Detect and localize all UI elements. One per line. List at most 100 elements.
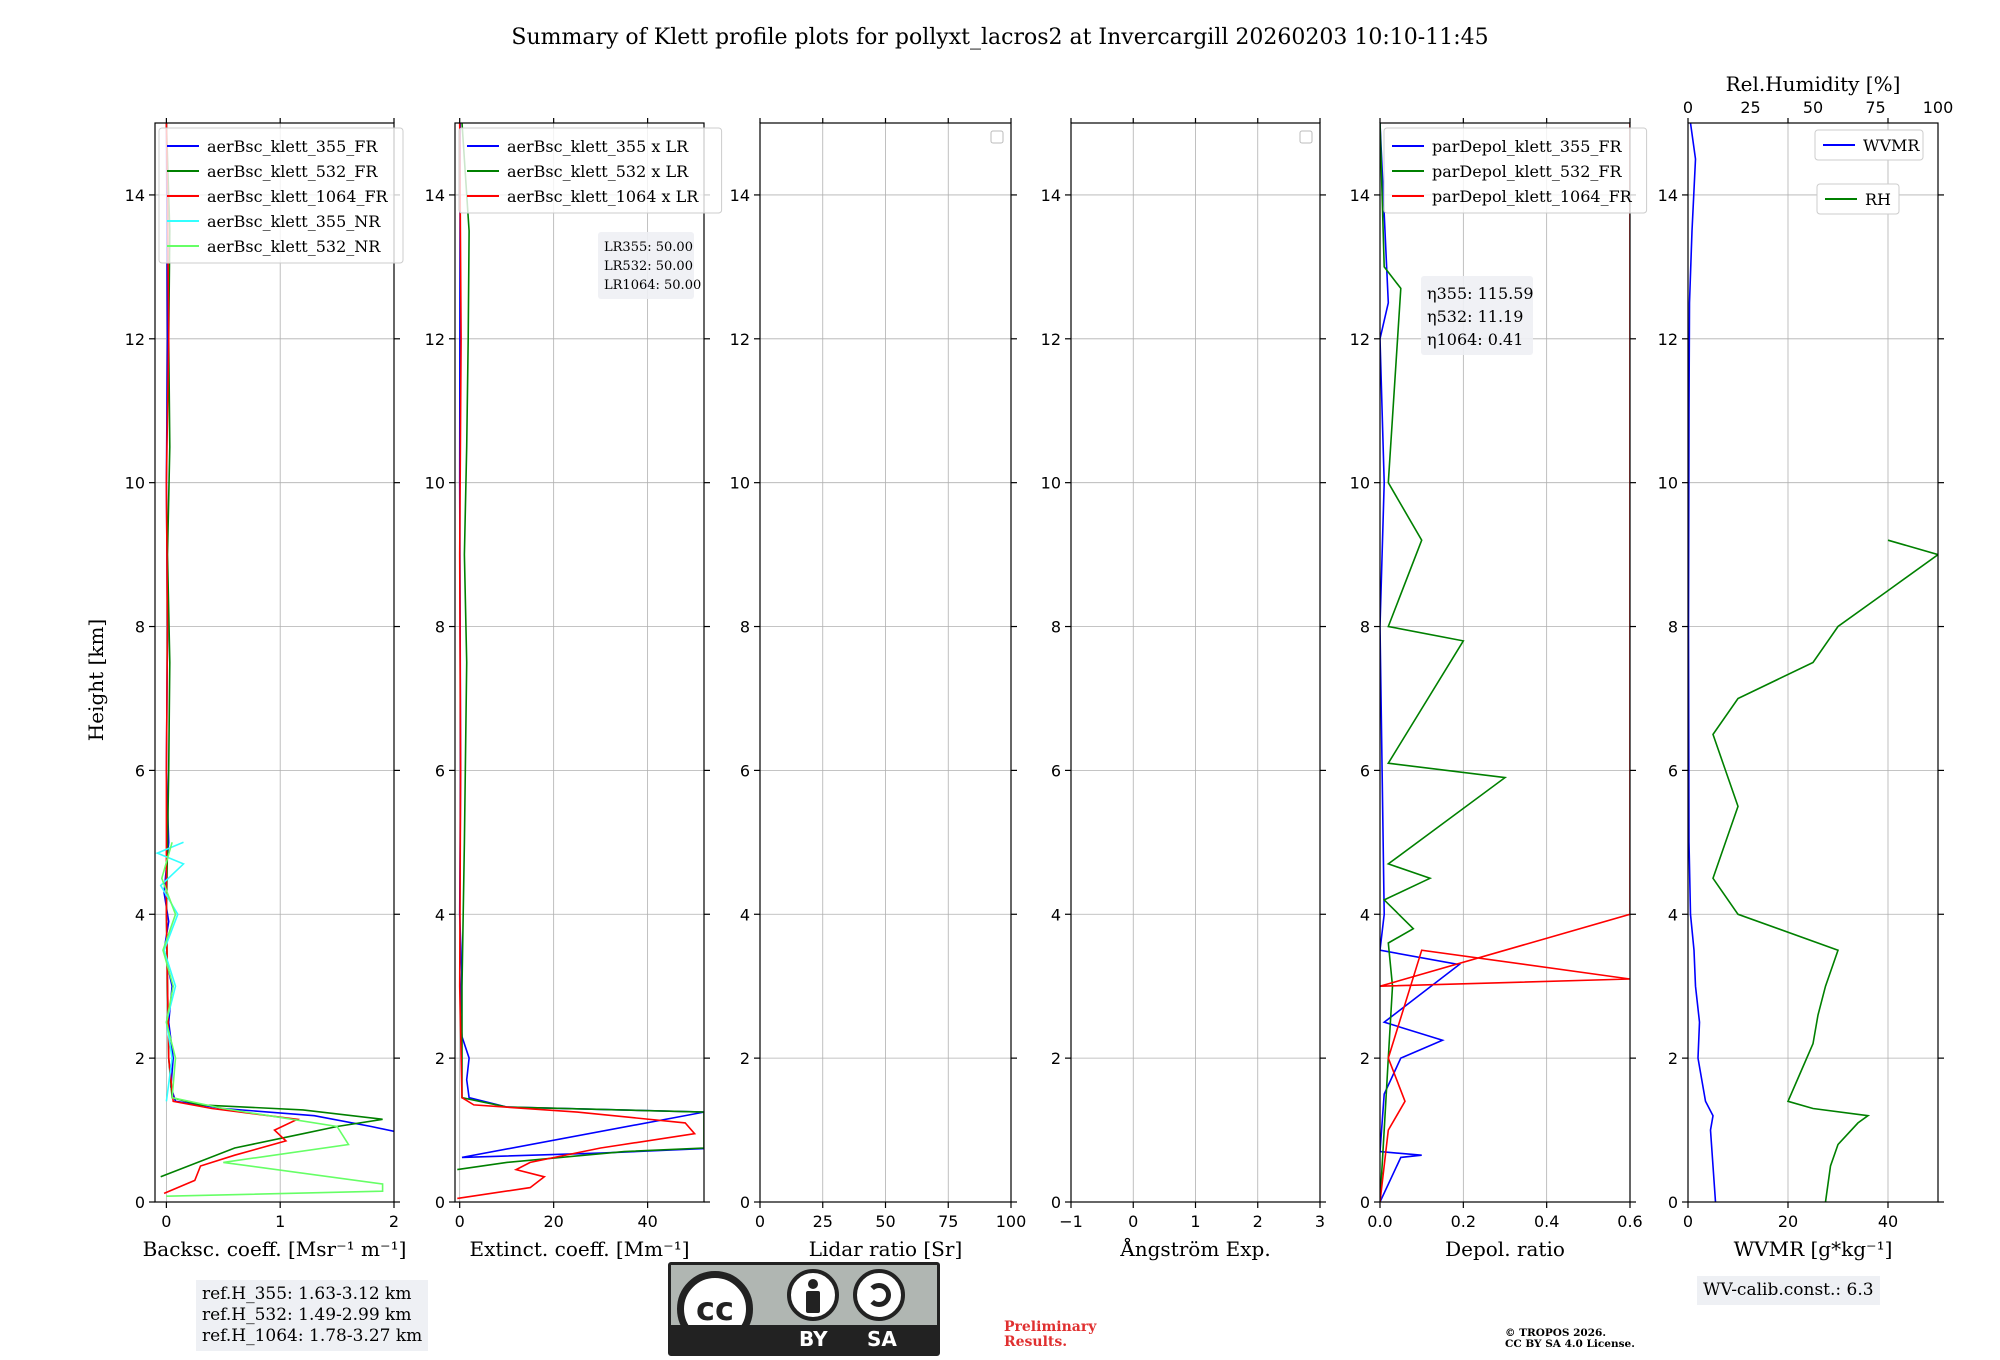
y-tick-label: 8 (1360, 618, 1370, 637)
y-tick-label: 10 (1041, 474, 1061, 493)
x2-tick-label: 50 (1803, 98, 1823, 117)
y-tick-label: 2 (1360, 1049, 1370, 1068)
x-tick-label: 2 (389, 1212, 399, 1231)
x-axis-label: Ångström Exp. (1119, 1236, 1270, 1261)
legend-label: aerBsc_klett_355_FR (207, 137, 378, 156)
y-tick-label: 0 (135, 1193, 145, 1212)
y-tick-label: 4 (1051, 905, 1061, 924)
preliminary-line-1: Preliminary (1004, 1319, 1097, 1335)
legend-label: aerBsc_klett_355 x LR (507, 137, 689, 156)
annotation-box (598, 232, 694, 299)
y-tick-label: 14 (730, 186, 750, 205)
x-axis-label: Backsc. coeff. [Msr⁻¹ m⁻¹] (143, 1237, 407, 1261)
refh-355: ref.H_355: 1.63-3.12 km (202, 1284, 412, 1304)
panel-extinction: 0 20 40 0 2 4 6 8 10 12 14 Extinct. coeff. [Mm⁻¹] ae… (425, 118, 723, 1261)
y-tick-label: 4 (1668, 905, 1678, 924)
annotation-line: LR355: 50.00 (604, 240, 693, 255)
y-tick-label: 2 (1668, 1049, 1678, 1068)
series-parDepol_klett_1064_FR (1380, 123, 1630, 1202)
y-tick-label: 14 (1350, 186, 1370, 205)
y-tick-label: 8 (1051, 618, 1061, 637)
series-group (457, 123, 704, 1200)
by-label: BY (799, 1327, 828, 1351)
y-tick-label: 8 (435, 618, 445, 637)
y-tick-label: 12 (1658, 330, 1678, 349)
cc-logo-text: cc (696, 1290, 734, 1328)
y-tick-label: 10 (730, 474, 750, 493)
series-aerBsc_klett_532_FR (160, 123, 383, 1178)
legend-label: aerBsc_klett_532 x LR (507, 162, 689, 181)
legend-label: aerBsc_klett_355_NR (207, 212, 381, 231)
x-tick-label: 0 (1683, 1212, 1693, 1231)
copyright-note: © TROPOS 2026. CC BY SA 4.0 License. (1505, 1328, 1635, 1350)
y-tick-label: 6 (740, 761, 750, 780)
y-tick-label: 2 (435, 1049, 445, 1068)
empty-legend-marker (1299, 130, 1313, 144)
panel-water_vapor: 0 20 40 0 2 4 6 8 10 12 14 WVMR [g*kg⁻¹] 0 25 50 75 100 R… (1658, 72, 1954, 1261)
annotation-line: η532: 11.19 (1427, 307, 1523, 326)
series-parDepol_klett_532_FR (1380, 123, 1508, 1202)
x-tick-label: 20 (1778, 1212, 1798, 1231)
y-tick-label: 10 (1658, 474, 1678, 493)
y-tick-label: 2 (135, 1049, 145, 1068)
legend-box (1383, 127, 1648, 214)
y-tick-label: 6 (435, 761, 445, 780)
annotation-line: η1064: 0.41 (1427, 330, 1523, 349)
y-tick-label: 4 (135, 905, 145, 924)
panel-depolarization: 0.0 0.2 0.4 0.6 0 2 4 6 8 10 12 14 Depol. ratio parDe… (1350, 118, 1648, 1261)
x-tick-label: 40 (1878, 1212, 1898, 1231)
x-tick-label: 0.6 (1617, 1212, 1642, 1231)
y-tick-label: 0 (740, 1193, 750, 1212)
annotation-line: η355: 115.59 (1427, 284, 1534, 303)
x-tick-label: 0 (161, 1212, 171, 1231)
cc-badge-bar (671, 1325, 937, 1353)
x-tick-label: 50 (875, 1212, 895, 1231)
x2-tick-label: 100 (1923, 98, 1954, 117)
legend-label: aerBsc_klett_1064_FR (207, 187, 389, 206)
legend-label: aerBsc_klett_532_FR (207, 162, 378, 181)
y-tick-label: 12 (425, 330, 445, 349)
x-tick-label: 25 (813, 1212, 833, 1231)
x-tick-label: 100 (996, 1212, 1027, 1231)
legend-box (1816, 183, 1900, 215)
share-alike-icon (853, 1269, 905, 1321)
y-tick-label: 14 (125, 186, 145, 205)
x-tick-label: 0 (755, 1212, 765, 1231)
legend-box (1814, 129, 1924, 161)
legend-label: parDepol_klett_1064_FR (1432, 187, 1633, 206)
cc-license-badge: cc BY SA (668, 1262, 940, 1356)
legend-label: RH (1865, 190, 1891, 209)
y-tick-label: 12 (125, 330, 145, 349)
legend-label: WVMR (1863, 136, 1920, 155)
refh-532: ref.H_532: 1.49-2.99 km (202, 1305, 412, 1325)
legend-label: aerBsc_klett_1064 x LR (507, 187, 699, 206)
x-tick-label: 1 (1190, 1212, 1200, 1231)
x-tick-label: 1 (275, 1212, 285, 1231)
x-axis-label: Depol. ratio (1445, 1237, 1565, 1261)
y-tick-label: 2 (740, 1049, 750, 1068)
y-tick-label: 0 (1360, 1193, 1370, 1212)
x-tick-label: 2 (1253, 1212, 1263, 1231)
x-tick-label: 0.4 (1534, 1212, 1559, 1231)
y-tick-label: 0 (1051, 1193, 1061, 1212)
x-axis-label: Lidar ratio [Sr] (809, 1237, 963, 1261)
empty-legend-marker (990, 130, 1004, 144)
sa-label: SA (867, 1327, 897, 1351)
preliminary-line-2: Results. (1004, 1334, 1068, 1350)
annotation-box (1421, 276, 1533, 355)
x-tick-label: 40 (637, 1212, 657, 1231)
y-tick-label: 8 (1668, 618, 1678, 637)
wv-calib-text: WV-calib.const.: 6.3 (1703, 1280, 1874, 1300)
y-tick-label: 12 (1041, 330, 1061, 349)
attribution-person-icon (787, 1269, 839, 1321)
series-WVMR (1688, 123, 1717, 1202)
y-tick-label: 4 (435, 905, 445, 924)
series-parDepol_klett_355_FR (1380, 123, 1462, 1202)
y-tick-label: 14 (425, 186, 445, 205)
series-group (1380, 123, 1630, 1202)
series-aerBsc_klett_1064_FR (163, 123, 301, 1195)
x2-tick-label: 25 (1740, 98, 1760, 117)
axes-frame (1687, 122, 1939, 1203)
